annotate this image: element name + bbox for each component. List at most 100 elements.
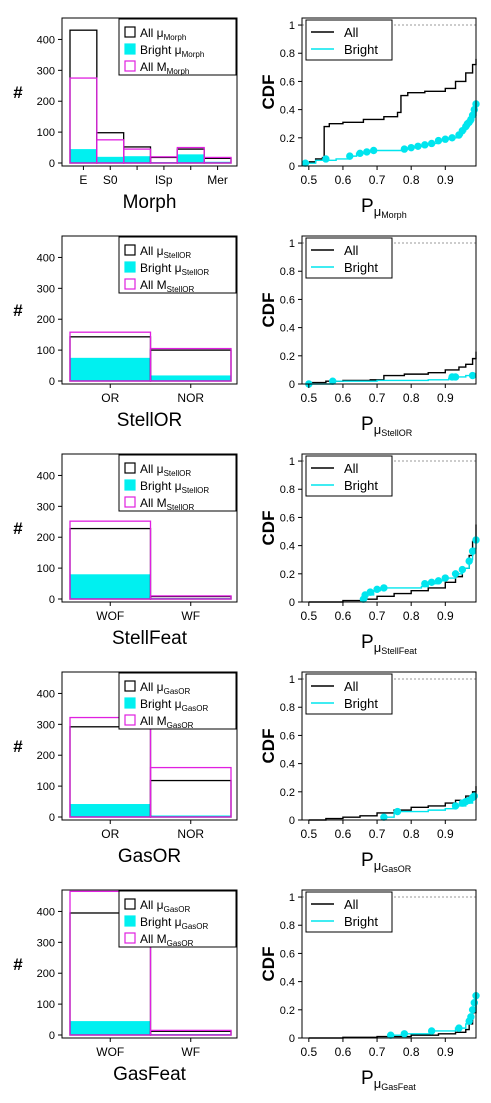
y-tick-label: 300 (37, 501, 55, 513)
legend-entry-outline-all: All μStellOR (140, 462, 191, 478)
legend-entry-fill-bright-part-0: Bright μ (140, 479, 182, 493)
y-tick-label: 1 (289, 20, 295, 32)
panel-cdf-gasor: 0 0.2 0.4 0.6 0.8 1 CDF 0.5 0.6 0.7 0.8 0.9 PμGasOR A… (259, 671, 478, 874)
y-tick-label: 400 (37, 34, 55, 46)
x-tick-label: 0.8 (403, 391, 420, 405)
y-axis-label: CDF (259, 511, 278, 546)
y-tick-label: 0.4 (280, 759, 295, 771)
x-tick-label: WF (181, 1045, 200, 1059)
y-tick-label: 0.2 (280, 1005, 295, 1017)
x-tick-label: 0.6 (335, 1045, 352, 1059)
legend-entry-fill-bright-part-0: Bright μ (140, 915, 182, 929)
x-tick-label: NOR (177, 827, 204, 841)
legend-entry-outline-M-part-1: Morph (167, 67, 190, 76)
y-tick-label: 0.6 (280, 512, 295, 524)
legend-entry-outline-M: All MGasOR (140, 932, 194, 948)
legend-label-all: All (344, 461, 359, 476)
legend-box (305, 19, 393, 61)
bar-bright-ESp (123, 156, 151, 163)
y-tick-label: 0.8 (280, 920, 295, 932)
y-tick-label: 0 (289, 161, 295, 173)
legend-box (305, 455, 393, 497)
legend-entry-outline-all-part-0: All μ (140, 26, 164, 40)
legend-box (118, 454, 237, 512)
cdf-marker-bright (369, 146, 378, 155)
y-tick-label: 0.4 (280, 977, 295, 989)
y-tick-label: 300 (37, 65, 55, 77)
x-axis-label: PμGasFeat (361, 1068, 416, 1092)
y-tick-label: 200 (37, 532, 55, 544)
y-tick-label: 0.8 (280, 484, 295, 496)
y-axis-label: CDF (259, 75, 278, 110)
legend-entry-outline-all-part-0: All μ (140, 462, 164, 476)
x-tick-label: lSp (155, 173, 173, 187)
cdf-marker-bright (434, 577, 443, 585)
y-tick-label: 0.6 (280, 948, 295, 960)
bar-bright-NOR (150, 815, 231, 817)
bar-bright-S0 (96, 156, 124, 163)
cdf-marker-bright (329, 377, 337, 385)
y-tick-label: 200 (37, 968, 55, 980)
legend-entry-outline-M-part-1: GasOR (167, 939, 194, 948)
cdf-marker-bright (434, 136, 443, 145)
cdf-line-all (308, 524, 477, 603)
x-tick-label: 0.9 (437, 391, 454, 405)
legend-entry-outline-all: All μGasOR (140, 680, 190, 696)
cdf-marker-bright (441, 574, 449, 582)
x-tick-label: 0.5 (300, 1045, 317, 1059)
legend-entry-fill-bright-part-0: Bright μ (140, 261, 182, 275)
y-tick-label: 200 (37, 96, 55, 108)
cdf-marker-bright (407, 143, 415, 152)
bar-bright-OR (70, 804, 151, 817)
x-tick-label: 0.5 (300, 173, 317, 187)
cdf-marker-bright (421, 579, 429, 588)
legend-box (118, 890, 237, 948)
bar-bright-OR (70, 357, 151, 381)
x-axis-label: GasFeat (113, 1064, 187, 1085)
legend-entry-outline-all-part-0: All μ (140, 898, 164, 912)
cdf-marker-bright (455, 1024, 463, 1032)
y-tick-label: 0.4 (280, 541, 295, 553)
plot-frame (61, 889, 238, 1039)
cdf-marker-bright (346, 152, 354, 160)
cdf-marker-bright (356, 149, 364, 158)
legend-box (305, 891, 393, 933)
bar-all-M-Mer (203, 156, 232, 164)
x-tick-label: S0 (103, 173, 118, 187)
x-tick-label: 0.9 (437, 827, 454, 841)
legend-label-all: All (344, 679, 359, 694)
bar-bright-NOR (150, 375, 231, 381)
y-tick-label: 0 (289, 379, 295, 391)
plot-frame (301, 453, 477, 603)
legend-entry-fill-bright-part-1: GasOR (182, 704, 209, 713)
x-axis-label-part-1: μ (374, 858, 382, 873)
x-tick-label: 0.6 (335, 609, 352, 623)
cdf-marker-bright (458, 565, 467, 574)
legend-entry-fill-bright-part-1: Morph (182, 50, 205, 59)
cdf-marker-bright (465, 557, 473, 565)
legend-swatch-outline-all (124, 680, 136, 692)
cdf-marker-bright (322, 155, 330, 163)
legend-entry-outline-M-part-1: StellOR (167, 503, 195, 512)
x-axis-label-part-0: P (361, 1068, 374, 1089)
y-tick-label: 400 (37, 688, 55, 700)
y-tick-label: 0.8 (280, 48, 295, 60)
x-tick-label: 0.7 (369, 391, 386, 405)
legend-box (118, 236, 237, 294)
y-axis-label: # (13, 519, 23, 538)
plot-frame (61, 453, 238, 603)
cdf-marker-bright (470, 792, 478, 800)
cdf-marker-bright (366, 588, 374, 596)
cdf-marker-bright (373, 585, 381, 594)
x-tick-label: 0.5 (300, 609, 317, 623)
bar-bright-WOF (70, 1021, 151, 1035)
cdf-line-bright (305, 102, 477, 164)
legend-label-all: All (344, 25, 359, 40)
legend-box (305, 237, 393, 279)
legend-entry-outline-M-part-1: GasOR (167, 721, 194, 730)
legend-swatch-fill-bright (124, 915, 136, 927)
bar-all-M-ESp (123, 148, 152, 164)
cdf-marker-bright (470, 999, 478, 1007)
